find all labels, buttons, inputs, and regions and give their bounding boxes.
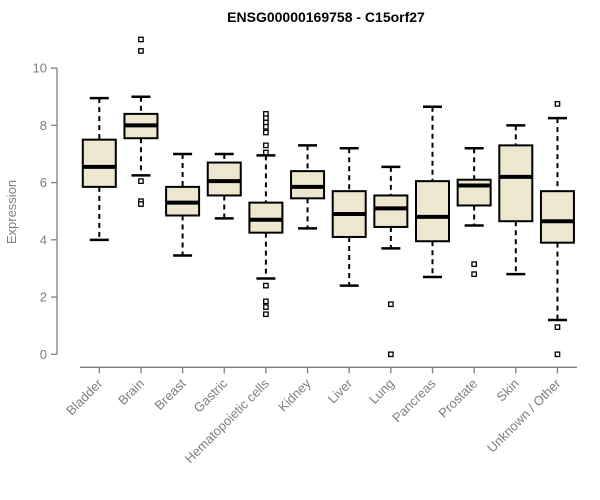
box-group-pancreas	[415, 105, 450, 279]
outlier-point	[263, 149, 269, 156]
box-group-brain	[123, 36, 159, 207]
x-tick-label: Kidney	[275, 375, 314, 414]
y-axis: 0 2 4 6 8 10	[33, 61, 58, 362]
outlier-point	[263, 123, 269, 130]
x-tick-label: Breast	[152, 376, 189, 413]
outlier-point	[471, 261, 478, 267]
iqr-box	[415, 180, 450, 243]
outlier-point	[554, 101, 561, 107]
outlier-point	[554, 324, 561, 330]
boxes-layer	[81, 36, 575, 358]
x-tick-label: Gastric	[191, 375, 231, 415]
box-group-skin	[498, 124, 534, 276]
iqr-box	[290, 170, 326, 200]
y-tick-label: 6	[40, 175, 47, 190]
box-group-hematopoietic-cells	[248, 111, 284, 318]
outlier-point	[263, 304, 269, 310]
y-tick-label: 4	[40, 232, 47, 247]
iqr-box	[81, 138, 117, 188]
iqr-box	[498, 144, 534, 223]
x-tick-label: Pancreas	[389, 375, 439, 425]
box-group-prostate	[456, 146, 492, 278]
y-tick-label: 0	[40, 347, 47, 362]
outlier-point	[263, 298, 269, 305]
y-tick-label: 8	[40, 118, 47, 133]
iqr-box	[248, 201, 284, 234]
outlier-point	[138, 201, 144, 207]
outlier-point	[387, 351, 394, 358]
x-tick-label: Brain	[115, 376, 147, 408]
y-tick-label: 2	[40, 290, 47, 305]
outlier-point	[138, 178, 144, 184]
x-tick-label: Skin	[493, 376, 521, 404]
box-group-liver	[331, 146, 367, 287]
iqr-box	[373, 194, 409, 228]
outlier-point	[554, 351, 561, 358]
box-group-gastric	[206, 152, 242, 220]
outlier-point	[263, 311, 269, 318]
box-group-kidney	[290, 144, 326, 230]
x-tick-label: Bladder	[63, 375, 106, 418]
iqr-box	[206, 161, 242, 197]
x-tick-label: Unknown / Other	[484, 375, 564, 455]
box-group-breast	[165, 152, 201, 257]
box-group-unknown-other	[539, 101, 575, 358]
outlier-point	[263, 129, 269, 136]
outlier-point	[138, 36, 144, 43]
box-group-bladder	[81, 96, 117, 242]
outlier-point	[471, 271, 478, 278]
outlier-point	[138, 48, 144, 54]
y-tick-label: 10	[33, 61, 47, 76]
y-axis-title: Expression	[4, 180, 19, 244]
x-tick-label: Lung	[366, 376, 397, 407]
x-tick-label: Prostate	[435, 376, 480, 421]
iqr-box	[539, 190, 575, 244]
outlier-point	[263, 282, 269, 289]
x-tick-label: Liver	[325, 375, 356, 406]
chart-title: ENSG00000169758 - C15orf27	[227, 9, 425, 25]
outlier-point	[387, 301, 394, 308]
outlier-point	[263, 142, 269, 149]
box-group-lung	[373, 165, 409, 358]
